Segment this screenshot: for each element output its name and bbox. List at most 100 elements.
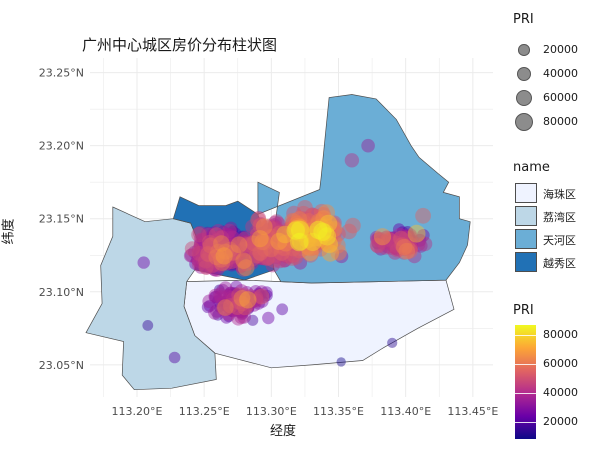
price-point — [201, 248, 214, 261]
price-point — [214, 247, 227, 261]
price-point — [228, 292, 243, 307]
price-point — [221, 241, 234, 253]
price-point — [206, 242, 221, 256]
price-point — [265, 235, 281, 251]
price-point — [369, 230, 384, 245]
price-point — [405, 234, 419, 248]
price-point — [291, 242, 308, 259]
size-legend-title: PRI — [513, 12, 534, 27]
price-point — [208, 244, 222, 257]
price-point — [301, 244, 319, 261]
price-point — [219, 295, 232, 308]
price-point — [300, 236, 316, 252]
color-legend-title: PRI — [513, 303, 534, 318]
price-point — [249, 224, 264, 238]
price-point — [225, 304, 238, 317]
price-point — [413, 233, 427, 247]
price-point — [285, 229, 300, 244]
price-point — [260, 238, 275, 252]
price-point — [254, 234, 268, 248]
price-point — [204, 253, 218, 267]
price-point — [227, 252, 241, 265]
price-point — [215, 247, 233, 265]
price-point — [266, 252, 282, 268]
price-point — [304, 207, 321, 224]
price-point — [220, 227, 235, 242]
price-point — [208, 291, 222, 304]
price-point — [227, 305, 239, 318]
price-point — [204, 229, 218, 243]
price-point — [414, 239, 428, 253]
price-point — [214, 248, 229, 263]
price-point — [255, 285, 269, 299]
price-point — [225, 303, 239, 316]
price-point — [373, 228, 392, 246]
price-point — [209, 233, 225, 248]
price-point — [235, 302, 248, 316]
price-point — [314, 210, 330, 226]
color-legend-label: 80000 — [543, 328, 578, 342]
price-point — [389, 242, 405, 258]
price-point — [195, 252, 211, 268]
price-point — [268, 215, 282, 230]
price-point — [393, 237, 408, 252]
price-point — [397, 230, 410, 243]
price-point — [295, 225, 310, 240]
price-point — [216, 242, 231, 257]
price-point — [411, 237, 426, 252]
price-point — [222, 242, 236, 256]
price-point — [224, 235, 238, 249]
price-point — [204, 242, 216, 254]
price-point — [236, 253, 252, 269]
price-point — [210, 241, 225, 256]
price-point — [214, 245, 228, 259]
price-point — [252, 244, 269, 261]
price-point — [268, 222, 282, 235]
price-point — [401, 226, 414, 238]
price-point — [246, 294, 259, 307]
price-point — [226, 246, 240, 260]
price-point — [225, 240, 240, 255]
price-point — [380, 240, 394, 254]
price-point — [276, 252, 292, 268]
price-point — [216, 238, 231, 253]
price-point — [213, 239, 228, 253]
price-point — [255, 233, 270, 248]
price-point — [206, 248, 219, 261]
price-point — [334, 249, 349, 264]
price-point — [196, 251, 209, 265]
price-point — [309, 220, 328, 240]
price-point — [265, 234, 281, 250]
price-point — [209, 248, 223, 262]
size-legend-key — [518, 44, 530, 56]
fill-legend-key — [515, 229, 537, 249]
price-point — [312, 218, 330, 236]
price-point — [214, 244, 229, 259]
price-point — [231, 250, 246, 265]
price-point — [253, 235, 269, 251]
price-point — [223, 299, 237, 312]
price-point — [199, 258, 213, 272]
price-point — [260, 286, 273, 299]
price-point — [246, 240, 261, 256]
price-point — [228, 254, 241, 267]
price-point — [318, 204, 335, 222]
price-point — [224, 293, 239, 307]
price-point — [275, 243, 290, 259]
price-point — [257, 220, 273, 236]
price-point — [200, 226, 214, 240]
price-point — [205, 242, 218, 255]
price-point — [261, 227, 275, 241]
price-point — [260, 235, 275, 251]
price-point — [275, 226, 290, 240]
price-point — [294, 233, 311, 250]
price-point — [272, 253, 288, 269]
price-point — [270, 236, 287, 252]
price-point — [219, 242, 233, 256]
price-point — [305, 237, 321, 253]
fill-legend-label: 越秀区 — [543, 257, 576, 270]
price-point — [231, 243, 246, 258]
price-point — [224, 250, 239, 264]
price-point — [268, 220, 283, 235]
price-point — [215, 248, 230, 263]
